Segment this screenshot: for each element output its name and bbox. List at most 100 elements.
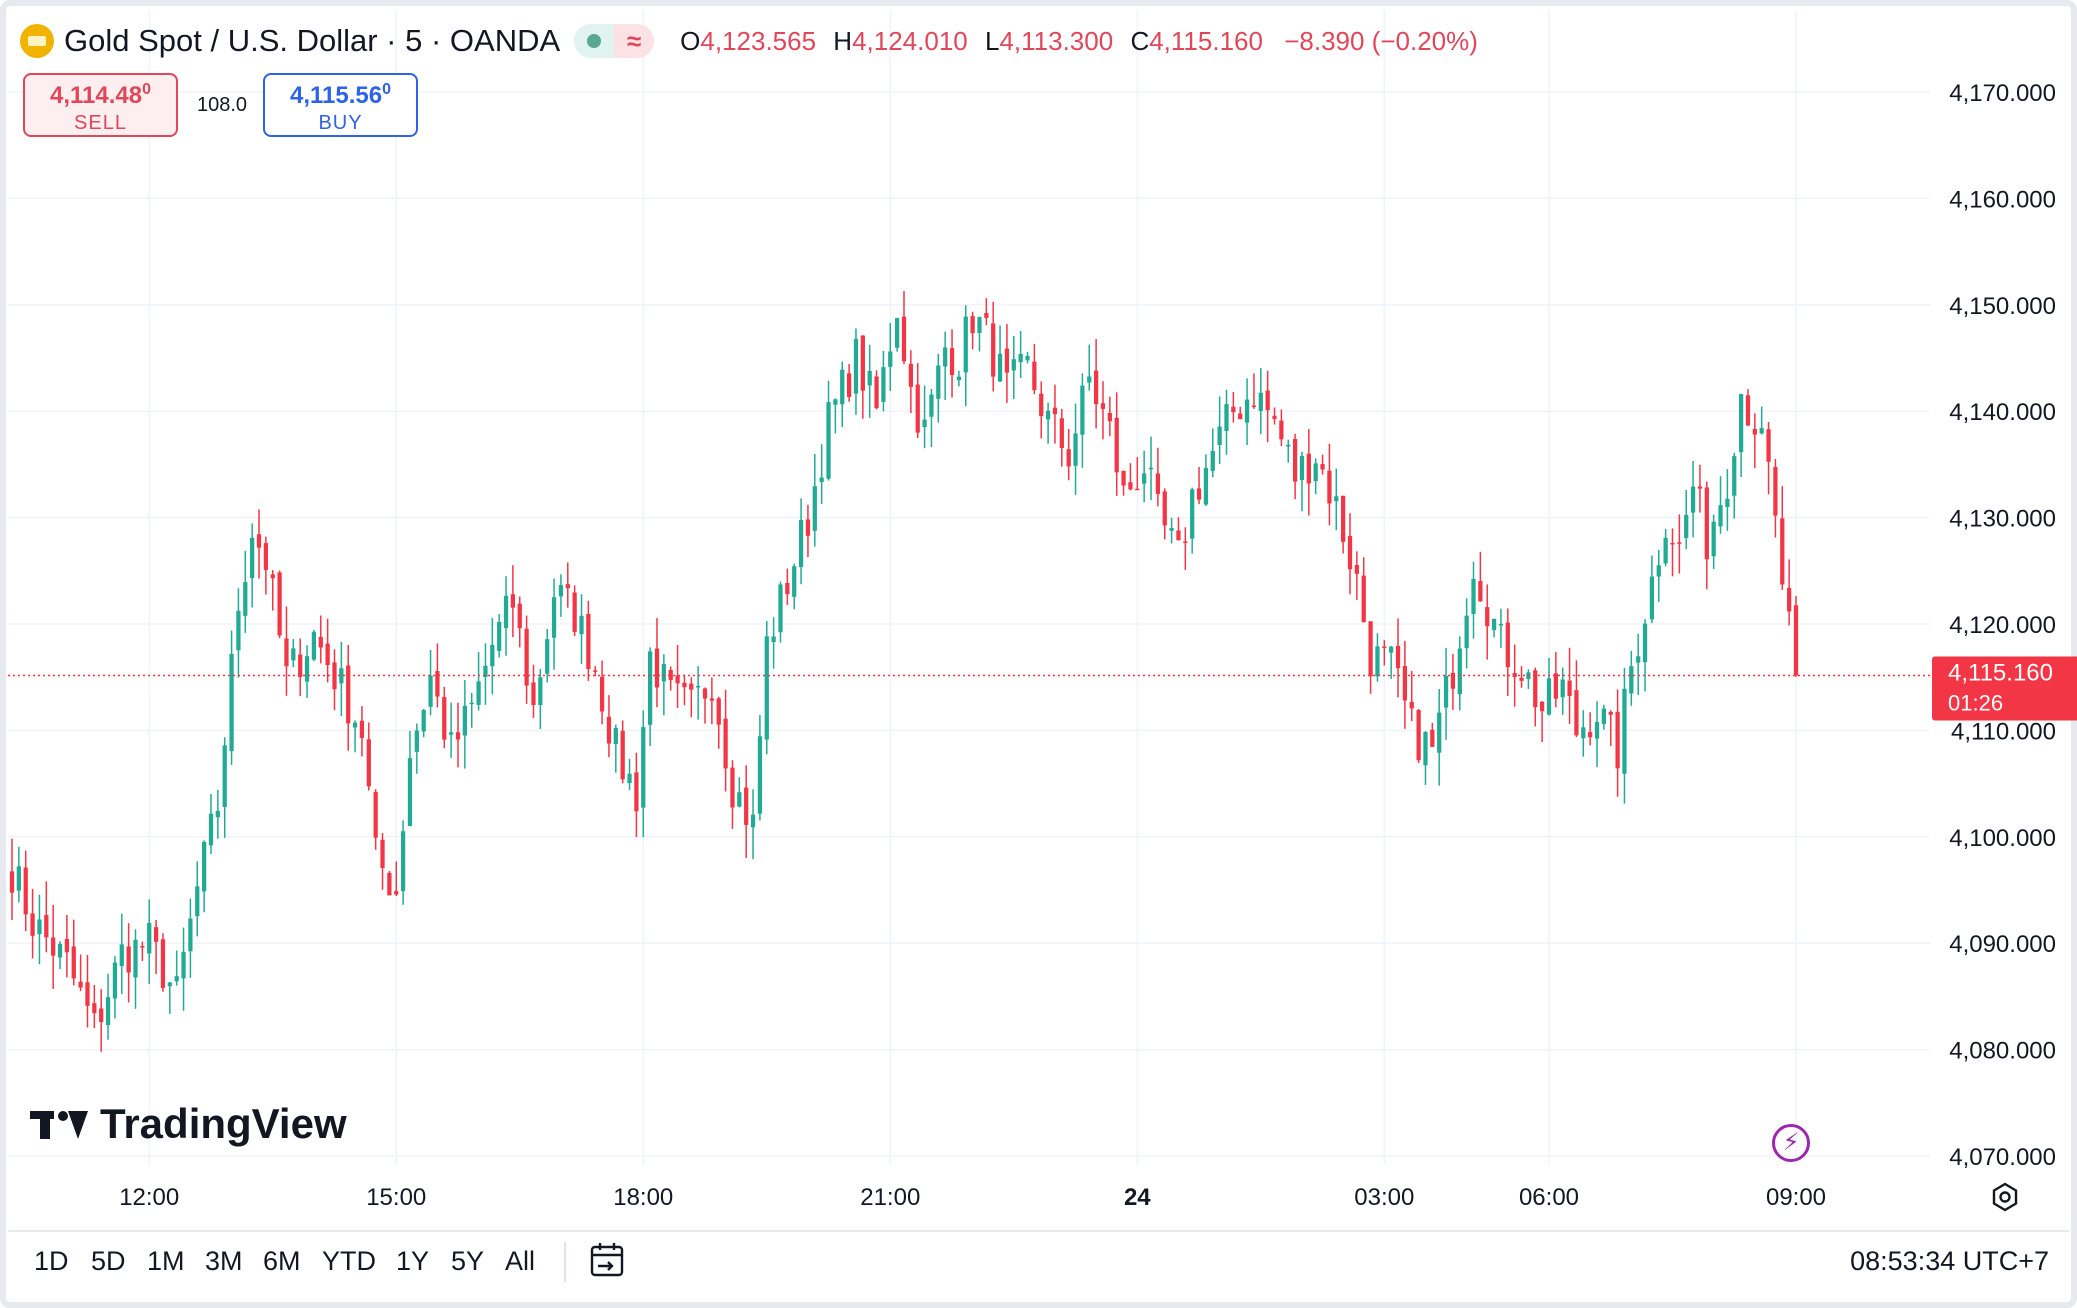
buy-button[interactable]: 4,115.560 BUY <box>263 73 418 137</box>
candle-body <box>785 582 790 595</box>
lightning-icon[interactable]: ⚡ <box>1772 1124 1810 1162</box>
brand-name: TradingView <box>100 1100 347 1147</box>
candle-body <box>1251 405 1257 408</box>
candle-body <box>1485 607 1490 627</box>
candle-body <box>654 648 660 688</box>
y-tick-label: 4,080.000 <box>1949 1038 2056 1065</box>
candle-body <box>304 656 310 682</box>
candle-body <box>517 603 522 629</box>
candle-body <box>963 316 968 373</box>
candle-body <box>565 584 570 589</box>
timeframe-all[interactable]: All <box>505 1246 536 1276</box>
last-price-value: 4,115.160 <box>1948 659 2053 686</box>
candle-body <box>1677 542 1682 544</box>
status-pill[interactable]: ≈ <box>574 24 655 58</box>
candle-body <box>1759 428 1764 434</box>
y-tick-label: 4,150.000 <box>1949 293 2056 320</box>
candle-body <box>1409 701 1414 709</box>
candle-body <box>984 313 989 318</box>
x-tick-label: 12:00 <box>119 1184 179 1211</box>
candle-body <box>1437 712 1442 753</box>
candle-body <box>270 574 275 579</box>
candle-body <box>1498 623 1504 626</box>
candle-body <box>1032 361 1037 391</box>
candle-body <box>1347 535 1353 570</box>
candle-body <box>78 981 83 988</box>
candle-body <box>30 913 35 936</box>
candle-body <box>195 886 200 916</box>
candle-body <box>1718 505 1723 527</box>
candle-body <box>956 376 962 381</box>
settings-gear-icon[interactable] <box>1990 1182 2020 1212</box>
candle-body <box>1231 406 1236 413</box>
candle-body <box>668 670 673 681</box>
candle-body <box>757 736 763 814</box>
candle-body <box>298 654 303 678</box>
timeframe-5y[interactable]: 5Y <box>451 1246 485 1276</box>
candle-body <box>229 653 234 752</box>
candle-body <box>1519 677 1524 681</box>
candle-body <box>167 982 172 987</box>
timeframe-1m[interactable]: 1M <box>147 1246 185 1276</box>
candle-body <box>256 534 262 548</box>
candle-body <box>1615 711 1620 769</box>
candle-body <box>188 918 193 952</box>
timeframe-5d[interactable]: 5D <box>91 1246 126 1276</box>
date-range-calendar-icon[interactable] <box>588 1240 628 1280</box>
buy-price: 4,115.56 <box>289 82 383 109</box>
timeframe-ytd[interactable]: YTD <box>322 1246 376 1276</box>
candle-body <box>99 1008 104 1023</box>
candle-body <box>1176 530 1181 541</box>
candle-body <box>1581 727 1586 739</box>
y-tick-label: 4,090.000 <box>1949 931 2056 958</box>
candle-body <box>771 636 776 643</box>
candle-body <box>1464 615 1469 649</box>
tradingview-logo-icon <box>30 1107 90 1141</box>
candle-body <box>1306 453 1311 484</box>
candle-body <box>1238 413 1243 420</box>
candle-body <box>1539 701 1545 712</box>
timeframe-1y[interactable]: 1Y <box>396 1246 430 1276</box>
y-tick-label: 4,070.000 <box>1949 1144 2056 1171</box>
buy-price-sup: 0 <box>382 81 391 98</box>
candle-body <box>147 922 152 954</box>
candle-body <box>1588 732 1593 738</box>
candle-body <box>1560 679 1565 698</box>
timeframe-6m[interactable]: 6M <box>263 1246 301 1276</box>
gold-bar-icon <box>20 24 54 58</box>
clock-timezone[interactable]: 08:53:34 UTC+7 <box>1850 1246 2049 1276</box>
candle-body <box>222 745 227 808</box>
candle-body <box>1368 621 1373 677</box>
candle-body <box>1244 399 1250 423</box>
last-price-tag[interactable] <box>1932 656 2077 721</box>
candle-body <box>215 810 220 818</box>
candle-body <box>572 592 577 632</box>
candle-body <box>1704 487 1709 560</box>
candle-body <box>1505 622 1510 668</box>
sell-button[interactable]: 4,114.480 SELL <box>23 73 178 137</box>
candle-body <box>243 582 248 616</box>
timeframe-3m[interactable]: 3M <box>205 1246 243 1276</box>
candle-body <box>1320 464 1325 470</box>
candle-body <box>1066 449 1071 467</box>
y-tick-label: 4,170.000 <box>1949 80 2056 107</box>
candle-body <box>208 813 214 846</box>
candle-body <box>339 668 344 684</box>
candle-body <box>641 727 646 808</box>
candle-body <box>997 353 1003 382</box>
timeframe-1d[interactable]: 1D <box>34 1246 69 1276</box>
candle-body <box>764 636 769 740</box>
candle-body <box>531 682 536 705</box>
candle-body <box>133 939 138 978</box>
tradingview-logo[interactable]: TradingView <box>30 1100 347 1148</box>
candle-body <box>846 373 852 397</box>
candle-body <box>1533 670 1538 708</box>
symbol-title[interactable]: Gold Spot / U.S. Dollar · 5 · OANDA <box>64 23 561 58</box>
candle-body <box>1780 518 1785 585</box>
candle-body <box>627 773 632 784</box>
candle-body <box>895 318 900 348</box>
toolbar-divider <box>564 1242 566 1282</box>
candle-body <box>435 671 440 697</box>
candle-body <box>421 710 426 732</box>
